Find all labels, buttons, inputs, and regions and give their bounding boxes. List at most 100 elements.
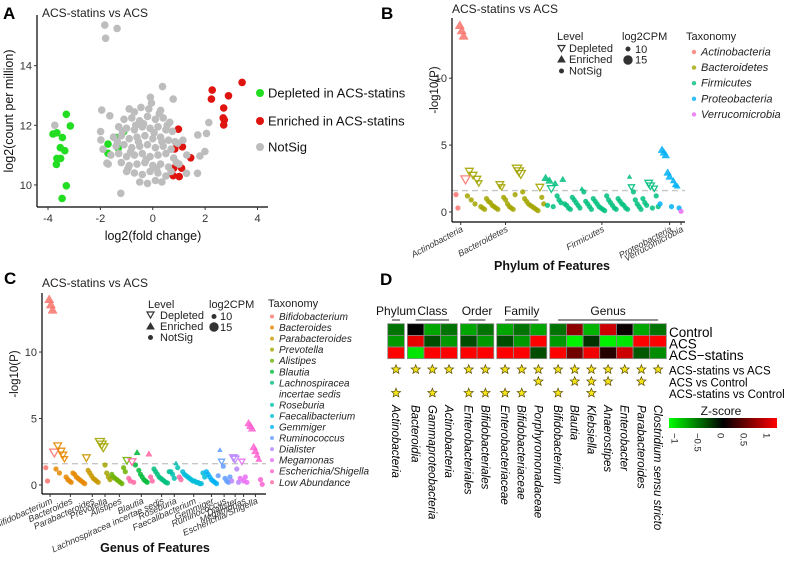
star-icon <box>426 363 438 375</box>
star-icon <box>516 387 528 398</box>
point-notsig <box>120 115 128 124</box>
point-enriched <box>255 455 263 462</box>
point-notsig <box>653 193 659 199</box>
manhattan-points <box>43 294 265 487</box>
star-icon <box>552 387 564 398</box>
point-notsig <box>120 140 128 149</box>
comparison-label-acs-vs-control: ACS vs Control <box>669 378 748 390</box>
heatmap-cell <box>529 334 548 348</box>
point-notsig <box>145 105 153 113</box>
point-notsig <box>130 108 139 116</box>
point-notsig <box>154 151 162 159</box>
column-label-bacteroidia: Bacteroidia <box>409 405 421 463</box>
point-depleted-in-acs-statins <box>52 160 61 169</box>
panel-label-a: A <box>3 4 15 23</box>
row-label-control: Control <box>669 325 713 340</box>
point-notsig <box>520 189 526 195</box>
point-notsig <box>242 474 248 480</box>
point-notsig <box>175 465 181 471</box>
point-notsig <box>482 206 488 212</box>
size-legend: log2CPM 10 15 <box>622 31 667 67</box>
star-icon <box>426 387 438 398</box>
point-notsig <box>82 481 88 487</box>
point-notsig <box>205 118 213 127</box>
point-depleted <box>57 451 68 461</box>
point-depleted <box>468 171 479 181</box>
y-tick-label: 12 <box>20 120 32 132</box>
point-notsig <box>146 93 155 102</box>
column-label-bifidobacteriales: Bifidobacteriales <box>478 405 490 490</box>
colorbar: Z-score −1 −0.5 0 0.5 1 <box>669 404 777 452</box>
heatmap-cell <box>616 346 634 360</box>
point-enriched <box>626 174 633 179</box>
y-tick-label: 10 <box>25 347 37 359</box>
point-depleted <box>546 185 557 194</box>
point-enriched <box>47 305 58 314</box>
point-notsig <box>150 129 158 137</box>
column-label-bifidobacteriaceae: Bifidobacteriaceae <box>515 405 527 500</box>
point-notsig <box>550 204 556 210</box>
point-notsig <box>136 467 142 473</box>
point-notsig <box>122 469 128 475</box>
legend-key-depleted <box>256 89 264 97</box>
heatmap-cell <box>649 323 667 336</box>
colorbar-title: Z-score <box>701 404 742 418</box>
point-notsig <box>44 478 51 484</box>
point-notsig <box>130 169 139 177</box>
legend-key-actinobacteria <box>691 49 697 55</box>
point-notsig <box>143 179 152 188</box>
point-enriched <box>579 185 585 191</box>
point-notsig <box>229 478 235 484</box>
heatmap-cell <box>496 334 514 348</box>
column-label-klebsiella: Klebsiella <box>584 405 596 454</box>
group-header-class: Class <box>417 304 447 318</box>
point-depleted-in-acs-statins <box>53 129 61 137</box>
point-notsig <box>169 95 177 103</box>
point-notsig <box>625 206 631 212</box>
point-enriched <box>44 294 55 304</box>
column-label-gammaproteobacteria: Gammaproteobacteria <box>425 405 437 519</box>
point-notsig <box>554 193 560 199</box>
panel-label-b: B <box>381 4 393 23</box>
point-notsig <box>99 145 107 153</box>
point-notsig <box>131 121 140 130</box>
heatmap-cell <box>476 334 495 348</box>
point-notsig <box>613 206 619 212</box>
point-notsig <box>158 137 166 146</box>
size-legend-15: 15 <box>220 322 232 334</box>
point-enriched <box>454 20 465 29</box>
legend-label-firmicutes: Firmicutes <box>701 78 752 90</box>
point-notsig <box>182 169 191 178</box>
point-notsig <box>146 167 154 176</box>
point-enriched-in-acs-statins <box>208 86 216 94</box>
taxonomy-legend: Actinobacteria Bacteroidetes Firmicutes Pro… <box>691 47 781 121</box>
point-depleted <box>60 455 69 464</box>
colorbar-tick-label: −1 <box>669 433 680 444</box>
size-legend-10: 10 <box>635 44 647 56</box>
heatmap-cell <box>459 346 478 360</box>
point-notsig <box>495 206 501 212</box>
point-notsig <box>567 206 574 212</box>
legend-key-megamonas <box>270 458 274 463</box>
point-notsig <box>138 170 147 179</box>
point-depleted <box>515 169 527 180</box>
legend-key-dialister <box>270 447 274 452</box>
legend-label-bacteroides: Bacteroides <box>279 323 332 334</box>
level-legend-depleted: Depleted <box>160 310 204 322</box>
legend-key-bacteroidetes <box>691 65 697 70</box>
point-notsig <box>139 120 148 128</box>
heatmap-cell <box>476 346 495 360</box>
point-notsig <box>193 169 202 178</box>
legend-key-prevotella <box>270 347 274 352</box>
point-notsig <box>147 99 156 107</box>
point-notsig <box>510 206 516 212</box>
point-enriched-in-acs-statins <box>174 125 183 133</box>
point-depleted <box>464 167 475 177</box>
point-notsig <box>657 201 663 207</box>
point-notsig <box>141 131 149 140</box>
depleted-triangle-icon <box>145 311 156 320</box>
legend-label-escherichia-shigella: Escherichia/Shigella <box>279 467 369 478</box>
heatmap-cell <box>423 334 442 348</box>
star-icon <box>585 387 597 398</box>
